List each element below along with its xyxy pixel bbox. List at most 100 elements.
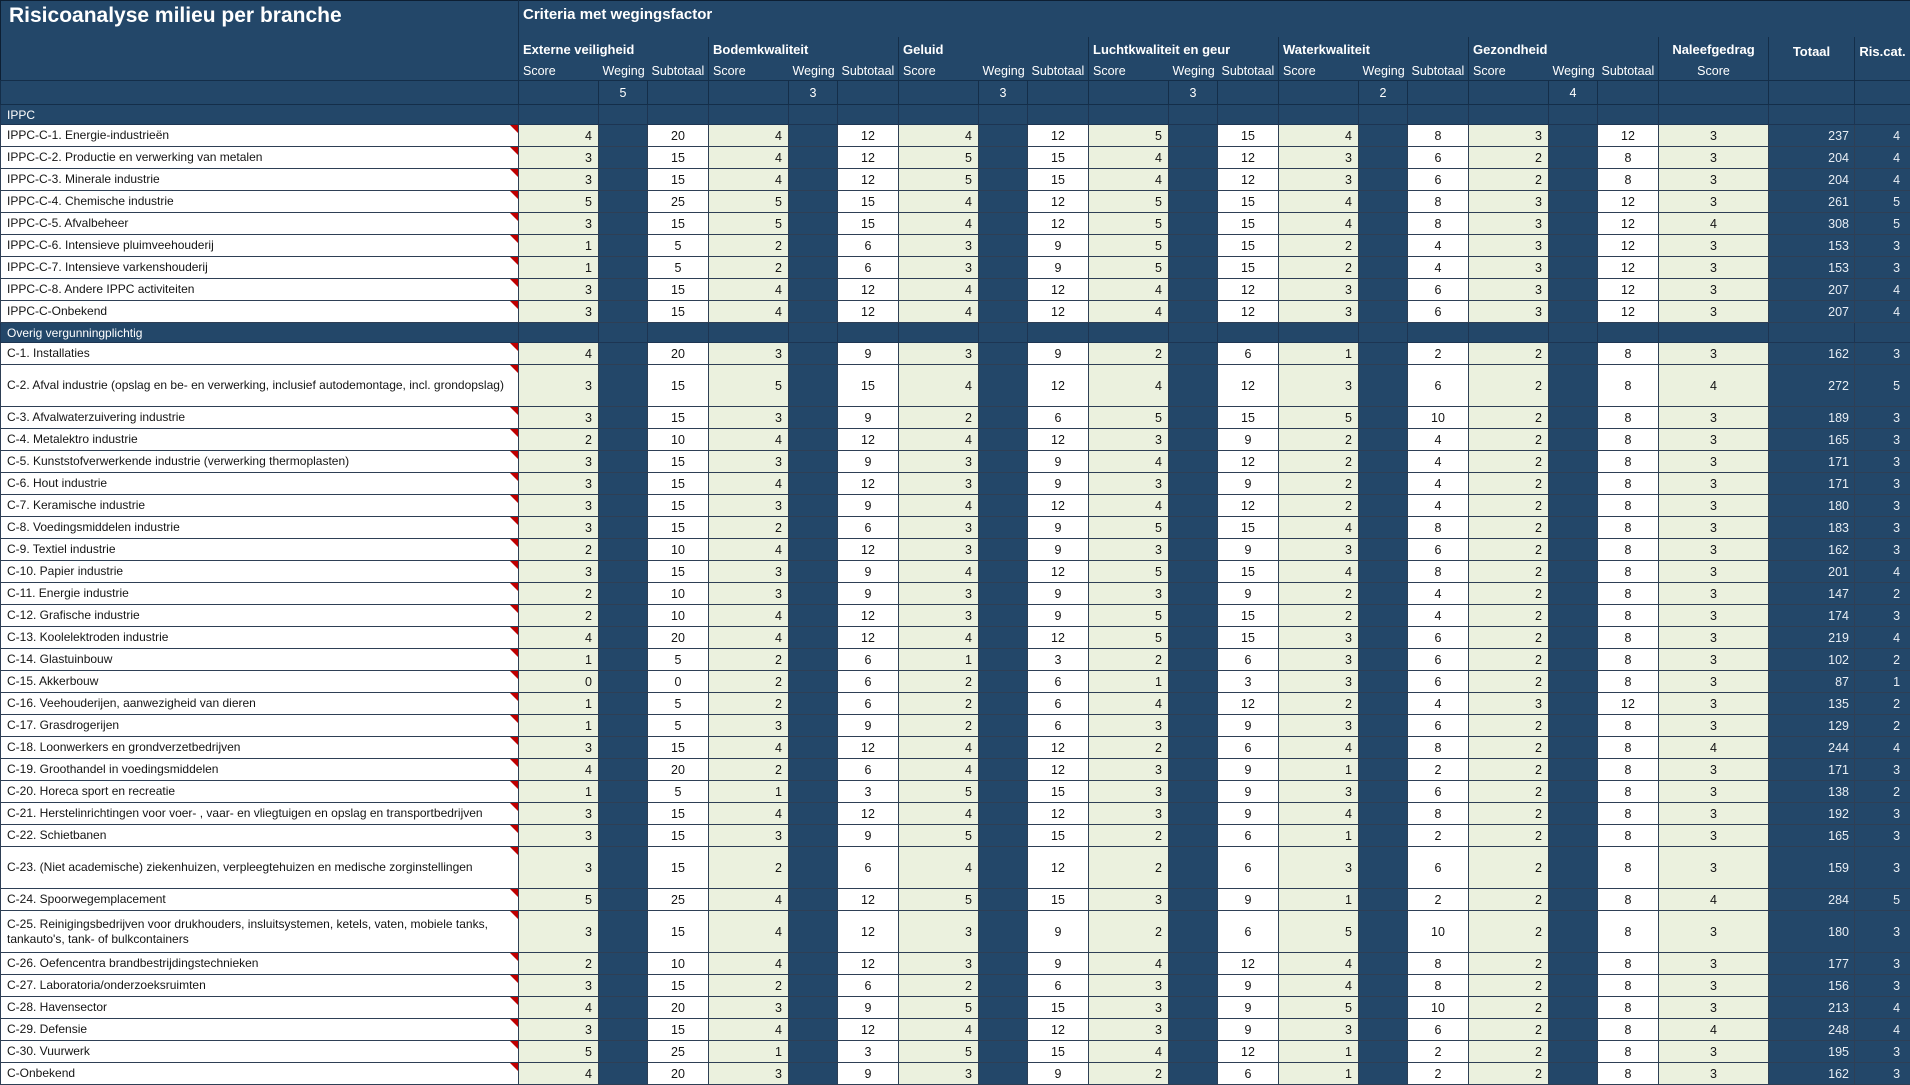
cell-score[interactable]: 4 [1279, 125, 1359, 147]
cell-weging[interactable] [789, 451, 838, 473]
cell-subtotaal[interactable]: 8 [1598, 147, 1659, 169]
cell-riscat[interactable]: 5 [1855, 365, 1910, 407]
cell-subtotaal[interactable]: 12 [838, 125, 899, 147]
cell-subtotaal[interactable]: 8 [1598, 715, 1659, 737]
cell-score[interactable]: 3 [1279, 301, 1359, 323]
cell-subtotaal[interactable]: 12 [1028, 365, 1089, 407]
cell-score[interactable]: 3 [1089, 583, 1169, 605]
cell-weging[interactable] [599, 825, 648, 847]
cell-naleefgedrag[interactable]: 4 [1659, 365, 1769, 407]
cell-totaal[interactable]: 102 [1769, 649, 1855, 671]
cell-naleefgedrag[interactable]: 3 [1659, 825, 1769, 847]
cell-subtotaal[interactable]: 15 [1028, 1041, 1089, 1063]
cell-score[interactable]: 3 [519, 365, 599, 407]
cell-weging[interactable] [789, 539, 838, 561]
cell-score[interactable]: 4 [899, 365, 979, 407]
cell-score[interactable]: 3 [899, 539, 979, 561]
cell-weging[interactable] [1549, 953, 1598, 975]
cell-score[interactable]: 1 [1279, 343, 1359, 365]
cell-subtotaal[interactable]: 10 [648, 953, 709, 975]
cell-score[interactable]: 2 [1469, 825, 1549, 847]
cell-weging[interactable] [1549, 473, 1598, 495]
cell-naleefgedrag[interactable]: 3 [1659, 473, 1769, 495]
cell-totaal[interactable]: 244 [1769, 737, 1855, 759]
weight-bodemkwaliteit[interactable]: 3 [789, 81, 838, 105]
cell-weging[interactable] [1169, 429, 1218, 451]
cell-subtotaal[interactable]: 12 [1028, 1019, 1089, 1041]
cell-weging[interactable] [1549, 671, 1598, 693]
cell-score[interactable]: 3 [1089, 759, 1169, 781]
cell-weging[interactable] [789, 953, 838, 975]
cell-score[interactable]: 2 [1469, 803, 1549, 825]
cell-weging[interactable] [599, 759, 648, 781]
cell-score[interactable]: 4 [1089, 279, 1169, 301]
cell-score[interactable]: 1 [899, 649, 979, 671]
cell-score[interactable]: 4 [1089, 169, 1169, 191]
cell-subtotaal[interactable]: 5 [648, 715, 709, 737]
cell-weging[interactable] [599, 147, 648, 169]
cell-score[interactable]: 1 [519, 235, 599, 257]
cell-weging[interactable] [1359, 605, 1408, 627]
cell-subtotaal[interactable]: 15 [1028, 147, 1089, 169]
cell-subtotaal[interactable]: 2 [1408, 825, 1469, 847]
cell-totaal[interactable]: 129 [1769, 715, 1855, 737]
cell-score[interactable]: 2 [1469, 975, 1549, 997]
row-name-cell[interactable]: C-16. Veehouderijen, aanwezigheid van di… [1, 693, 519, 715]
cell-subtotaal[interactable]: 10 [648, 605, 709, 627]
row-name-cell[interactable]: C-11. Energie industrie [1, 583, 519, 605]
cell-score[interactable]: 4 [1089, 953, 1169, 975]
cell-naleefgedrag[interactable]: 4 [1659, 889, 1769, 911]
cell-weging[interactable] [1549, 257, 1598, 279]
cell-subtotaal[interactable]: 12 [1028, 627, 1089, 649]
cell-weging[interactable] [1549, 343, 1598, 365]
row-name-cell[interactable]: C-7. Keramische industrie [1, 495, 519, 517]
column-riscat[interactable]: Ris.cat. [1855, 37, 1910, 81]
cell-riscat[interactable]: 2 [1855, 715, 1910, 737]
subcol-subtotaal[interactable]: Subtotaal [838, 62, 899, 81]
cell-subtotaal[interactable]: 15 [838, 213, 899, 235]
row-name-cell[interactable]: C-15. Akkerbouw [1, 671, 519, 693]
cell-weging[interactable] [1359, 583, 1408, 605]
cell-subtotaal[interactable]: 8 [1408, 953, 1469, 975]
cell-subtotaal[interactable]: 5 [648, 649, 709, 671]
cell-totaal[interactable]: 204 [1769, 147, 1855, 169]
cell-subtotaal[interactable]: 12 [1218, 147, 1279, 169]
cell-weging[interactable] [1169, 1041, 1218, 1063]
cell-weging[interactable] [1549, 627, 1598, 649]
cell-subtotaal[interactable]: 15 [648, 213, 709, 235]
cell-score[interactable]: 5 [1089, 235, 1169, 257]
row-name-cell[interactable]: IPPC-C-4. Chemische industrie [1, 191, 519, 213]
cell-weging[interactable] [599, 125, 648, 147]
cell-weging[interactable] [1549, 911, 1598, 953]
cell-weging[interactable] [599, 847, 648, 889]
cell-weging[interactable] [1169, 671, 1218, 693]
cell-subtotaal[interactable]: 12 [1218, 495, 1279, 517]
cell-score[interactable]: 1 [519, 257, 599, 279]
cell-weging[interactable] [789, 847, 838, 889]
cell-naleefgedrag[interactable]: 3 [1659, 561, 1769, 583]
cell-totaal[interactable]: 87 [1769, 671, 1855, 693]
cell-score[interactable]: 4 [899, 429, 979, 451]
cell-score[interactable]: 3 [709, 343, 789, 365]
section-cell[interactable] [519, 105, 599, 125]
cell-subtotaal[interactable]: 10 [1408, 407, 1469, 429]
cell-weging[interactable] [1549, 997, 1598, 1019]
cell-weging[interactable] [1359, 279, 1408, 301]
cell-riscat[interactable]: 2 [1855, 583, 1910, 605]
cell-weging[interactable] [1549, 147, 1598, 169]
section-cell[interactable] [1359, 105, 1408, 125]
cell-score[interactable]: 4 [709, 301, 789, 323]
cell-score[interactable]: 4 [709, 889, 789, 911]
section-cell[interactable] [1659, 323, 1769, 343]
cell-weging[interactable] [1549, 803, 1598, 825]
cell-weging[interactable] [789, 279, 838, 301]
section-cell[interactable] [1408, 323, 1469, 343]
cell-weging[interactable] [1359, 627, 1408, 649]
row-name-cell[interactable]: C-Onbekend [1, 1063, 519, 1085]
cell-score[interactable]: 2 [1089, 825, 1169, 847]
section-cell[interactable] [979, 323, 1028, 343]
cell-subtotaal[interactable]: 8 [1598, 365, 1659, 407]
weights-empty-cell[interactable] [1408, 81, 1469, 105]
cell-subtotaal[interactable]: 8 [1408, 125, 1469, 147]
cell-weging[interactable] [1169, 605, 1218, 627]
